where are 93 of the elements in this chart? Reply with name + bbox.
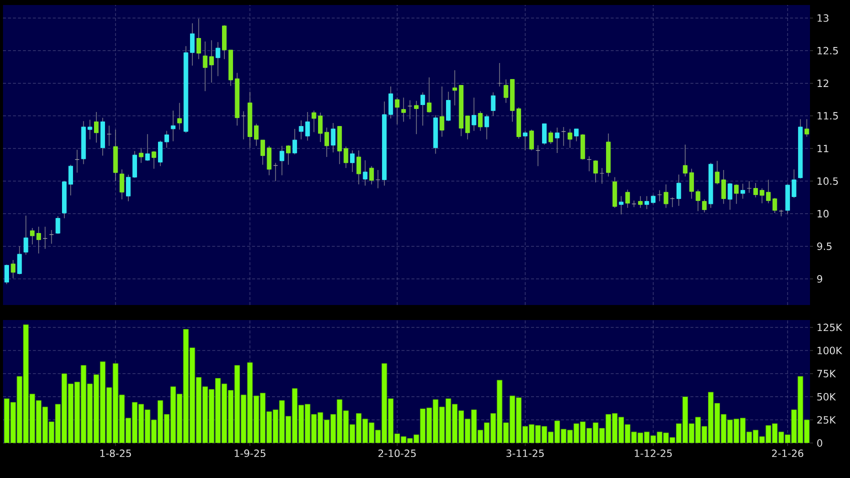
candlestick [138, 148, 144, 164]
candlestick [280, 146, 284, 176]
candlestick [490, 92, 496, 116]
x-tick-label: 3-11-25 [506, 450, 544, 458]
candlestick [94, 112, 99, 143]
candlestick [593, 160, 598, 183]
x-tick-label: 1-8-25 [100, 450, 131, 458]
candlestick [536, 144, 540, 166]
candlestick [49, 230, 54, 244]
candlestick [522, 130, 528, 151]
candlestick [740, 183, 746, 199]
y-tick-label: 9 [817, 275, 822, 283]
candlestick [388, 86, 394, 119]
candlestick [676, 174, 682, 206]
candlestick [10, 260, 16, 279]
candlestick [56, 216, 60, 234]
y-tick-label: 0 [817, 439, 822, 447]
candlestick [36, 226, 42, 254]
candlestick [68, 164, 74, 196]
candlestick [650, 194, 656, 204]
y-tick-label: 12 [818, 80, 828, 87]
candlestick [120, 169, 124, 200]
candlestick [529, 129, 534, 151]
y-tick-label: 11.5 [818, 112, 838, 120]
candlestick [356, 150, 362, 185]
candlestick [734, 184, 739, 204]
y-tick-label: 11 [818, 144, 828, 152]
y-tick-label: 10.5 [818, 177, 838, 185]
candlestick [414, 100, 419, 134]
candlestick [74, 149, 80, 173]
candlestick [17, 246, 22, 275]
candlestick [324, 127, 330, 158]
candlestick [145, 134, 150, 162]
candlestick [170, 110, 176, 142]
candlestick [42, 226, 48, 250]
candlestick [350, 150, 355, 172]
candlestick [618, 196, 624, 215]
candlestick [4, 264, 10, 284]
candlestick [401, 97, 406, 122]
x-tick-label: 2-1-26 [772, 450, 804, 458]
y-tick-label: 50K [817, 392, 836, 401]
candlestick [152, 150, 156, 169]
candlestick [394, 97, 400, 125]
y-tick-label: 125K [818, 324, 842, 332]
candlestick [273, 162, 278, 182]
candlestick [216, 42, 220, 76]
candlestick [478, 111, 483, 132]
candlestick [286, 144, 291, 166]
candlestick [554, 127, 560, 154]
candlestick [420, 92, 426, 126]
candlestick [426, 77, 432, 113]
candlestick [30, 228, 35, 245]
candlestick [664, 184, 668, 208]
candlestick [362, 160, 368, 186]
y-tick-label: 75K [817, 370, 836, 378]
candlestick [164, 130, 170, 148]
candlestick [369, 166, 374, 185]
candlestick [196, 18, 202, 60]
candlestick [446, 91, 451, 122]
candlestick [177, 102, 182, 130]
candlestick [728, 182, 732, 210]
candlestick [292, 128, 298, 155]
y-tick-label: 13 [818, 14, 828, 22]
candlestick [440, 86, 444, 138]
candlestick [484, 114, 490, 140]
candlestick [804, 118, 810, 138]
x-tick-label: 1-12-25 [634, 450, 672, 458]
candlestick [132, 150, 138, 178]
candlestick [542, 123, 547, 145]
candlestick [702, 199, 707, 213]
y-tick-label: 12.5 [818, 46, 838, 54]
candlestick [330, 122, 336, 153]
candlestick [266, 146, 272, 176]
y-tick-label: 100K [818, 346, 842, 354]
y-tick-label: 10 [818, 210, 829, 218]
candlestick [126, 174, 131, 202]
candlestick [574, 128, 579, 142]
y-tick-label: 25K [817, 416, 836, 424]
candlestick [472, 97, 476, 132]
candlestick [260, 140, 266, 166]
candlestick [452, 70, 458, 106]
x-tick-label: 1-9-25 [234, 450, 266, 458]
candlestick [548, 130, 554, 144]
candlestick [586, 156, 592, 172]
candlestick [625, 189, 630, 208]
x-tick-label: 2-10-25 [378, 450, 416, 458]
candlestick [158, 140, 163, 166]
y-tick-label: 9.5 [817, 242, 832, 250]
candlestick [568, 128, 572, 148]
candlestick [644, 196, 650, 210]
candlestick [24, 215, 28, 256]
candlestick [638, 196, 643, 208]
candlestick [561, 126, 566, 146]
